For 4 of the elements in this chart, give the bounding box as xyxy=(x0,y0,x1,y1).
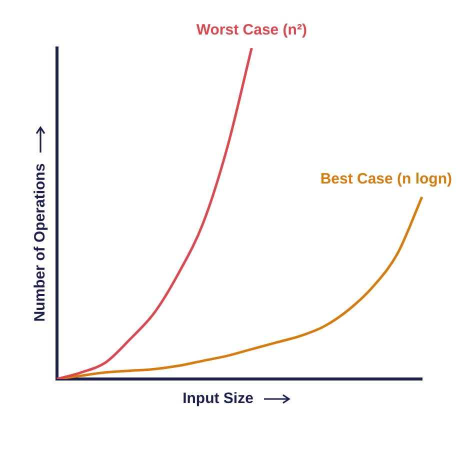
series-label: Worst Case (n²) xyxy=(196,22,307,39)
x-axis-title: Input Size xyxy=(182,390,254,407)
y-axis-title: Number of Operations xyxy=(32,163,48,322)
text: Best Case (n logn) xyxy=(320,170,452,188)
